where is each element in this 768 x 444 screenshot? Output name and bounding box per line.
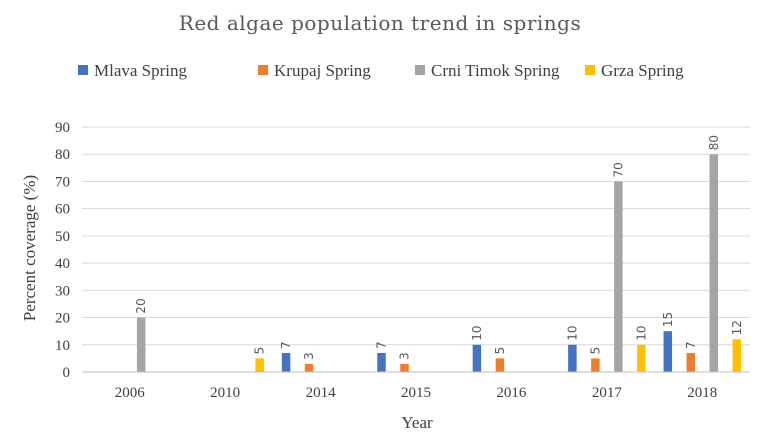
data-label: 20 bbox=[134, 298, 148, 313]
bar bbox=[663, 331, 673, 372]
y-axis-label: Percent coverage (%) bbox=[20, 175, 39, 321]
bars bbox=[136, 154, 742, 372]
y-tick-label: 30 bbox=[55, 283, 70, 299]
data-label: 70 bbox=[611, 162, 625, 177]
data-label: 10 bbox=[470, 325, 484, 340]
bar bbox=[709, 154, 719, 372]
bar bbox=[686, 352, 696, 372]
data-label: 7 bbox=[684, 341, 698, 349]
data-labels: 20 5 7 3 7 3 10 5 10 5 70 10 15 7 80 12 bbox=[134, 135, 744, 360]
x-tick-label: 2015 bbox=[401, 385, 431, 401]
bar bbox=[614, 181, 623, 372]
y-tick-label: 0 bbox=[63, 365, 71, 381]
legend-label: Mlava Spring bbox=[94, 61, 188, 80]
x-tick-label: 2017 bbox=[592, 385, 623, 401]
data-label: 3 bbox=[302, 352, 316, 360]
x-axis-ticks: 2006 2010 2014 2015 2016 2017 2018 bbox=[115, 385, 718, 401]
bar bbox=[281, 352, 291, 372]
data-label: 5 bbox=[588, 347, 602, 355]
legend-label: Crni Timok Spring bbox=[431, 61, 560, 80]
chart-title: Red algae population trend in springs bbox=[179, 11, 581, 35]
x-axis-label: Year bbox=[401, 413, 433, 432]
x-tick-label: 2016 bbox=[496, 385, 527, 401]
data-label: 3 bbox=[398, 352, 412, 360]
legend-label: Grza Spring bbox=[601, 61, 684, 80]
data-label: 10 bbox=[634, 325, 648, 340]
data-label: 7 bbox=[375, 341, 389, 349]
x-tick-label: 2006 bbox=[115, 385, 146, 401]
bar bbox=[136, 317, 146, 372]
legend-swatch bbox=[78, 65, 88, 75]
data-label: 5 bbox=[253, 347, 267, 355]
legend-label: Krupaj Spring bbox=[274, 61, 371, 80]
legend: Mlava Spring Krupaj Spring Crni Timok Spri… bbox=[78, 61, 684, 80]
bar bbox=[472, 344, 482, 372]
x-tick-label: 2018 bbox=[687, 385, 717, 401]
y-tick-label: 50 bbox=[55, 229, 70, 245]
gridlines bbox=[82, 126, 750, 346]
y-tick-label: 80 bbox=[55, 147, 70, 163]
y-axis-ticks: 0 10 20 30 40 50 60 70 80 90 bbox=[55, 120, 70, 381]
data-label: 7 bbox=[279, 341, 293, 349]
data-label: 10 bbox=[565, 325, 579, 340]
y-tick-label: 70 bbox=[55, 174, 70, 190]
bar bbox=[591, 358, 600, 372]
bar bbox=[568, 344, 577, 372]
legend-swatch bbox=[415, 65, 425, 75]
bar bbox=[304, 363, 314, 372]
y-tick-label: 60 bbox=[55, 202, 70, 218]
x-tick-label: 2010 bbox=[210, 385, 240, 401]
data-label: 5 bbox=[493, 347, 507, 355]
bar bbox=[732, 339, 742, 372]
data-label: 80 bbox=[707, 135, 721, 150]
bar bbox=[255, 358, 264, 372]
bar bbox=[377, 352, 386, 372]
y-tick-label: 90 bbox=[55, 120, 70, 136]
bar bbox=[495, 358, 505, 372]
y-tick-label: 20 bbox=[55, 311, 70, 327]
legend-swatch bbox=[258, 65, 268, 75]
y-tick-label: 40 bbox=[55, 256, 70, 272]
x-tick-label: 2014 bbox=[306, 385, 337, 401]
data-label: 15 bbox=[661, 312, 675, 327]
bar bbox=[400, 363, 409, 372]
data-label: 12 bbox=[730, 320, 744, 335]
legend-swatch bbox=[585, 65, 595, 75]
y-tick-label: 10 bbox=[55, 338, 70, 354]
bar bbox=[637, 344, 646, 372]
